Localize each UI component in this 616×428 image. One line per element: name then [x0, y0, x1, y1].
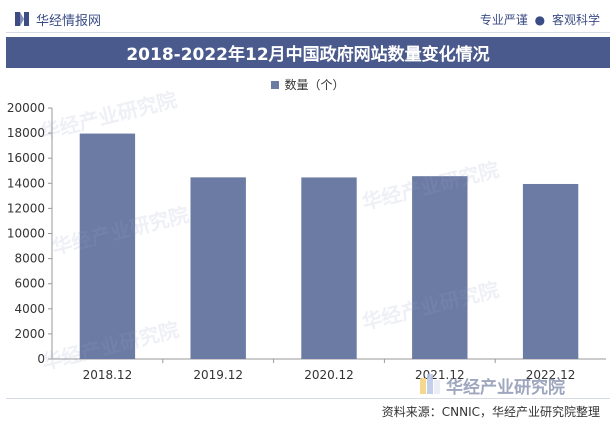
brand-name: 华经情报网 [36, 13, 102, 29]
chart-title: 2018-2022年12月中国政府网站数量变化情况 [6, 37, 610, 68]
bar [79, 133, 136, 359]
y-tick-label: 16000 [7, 151, 45, 165]
y-tick-label: 14000 [7, 176, 45, 190]
tagline: 专业严谨 ● 客观科学 [480, 11, 600, 28]
footer: 资料来源：CNNIC，华经产业研究院整理 [6, 398, 610, 423]
legend-swatch [271, 80, 280, 89]
bar [190, 177, 246, 359]
y-tick-label: 20000 [7, 101, 45, 115]
x-tick-label: 2022.12 [526, 368, 576, 382]
y-tick-label: 2000 [14, 327, 45, 341]
bar [412, 176, 468, 359]
x-tick-label: 2019.12 [193, 368, 243, 382]
source-note: 资料来源：CNNIC，华经产业研究院整理 [381, 405, 600, 419]
y-tick-label: 6000 [14, 277, 45, 291]
chart-legend: 数量（个） [0, 76, 616, 93]
y-tick-label: 10000 [7, 227, 45, 241]
y-tick-label: 8000 [14, 252, 45, 266]
x-tick-label: 2018.12 [83, 368, 133, 382]
y-tick-label: 12000 [7, 201, 45, 215]
bar [301, 177, 357, 359]
brand-logo-icon [15, 12, 29, 26]
tagline-right: 客观科学 [551, 13, 600, 27]
top-bar: 华经情报网 专业严谨 ● 客观科学 [6, 6, 610, 33]
x-tick-label: 2020.12 [304, 368, 354, 382]
footer-logo-text: 华经产业研究院 [446, 377, 565, 398]
y-tick-label: 18000 [7, 126, 45, 140]
bar [522, 183, 579, 359]
footer-logo: 华经产业研究院 [420, 372, 565, 398]
tagline-separator: ● [534, 13, 546, 27]
y-tick-label: 4000 [14, 302, 45, 316]
brand: 华经情报网 [14, 10, 102, 29]
tagline-left: 专业严谨 [479, 13, 528, 27]
footer-logo-icon [420, 374, 440, 394]
y-tick-label: 0 [37, 352, 45, 366]
legend-label: 数量（个） [284, 78, 345, 92]
